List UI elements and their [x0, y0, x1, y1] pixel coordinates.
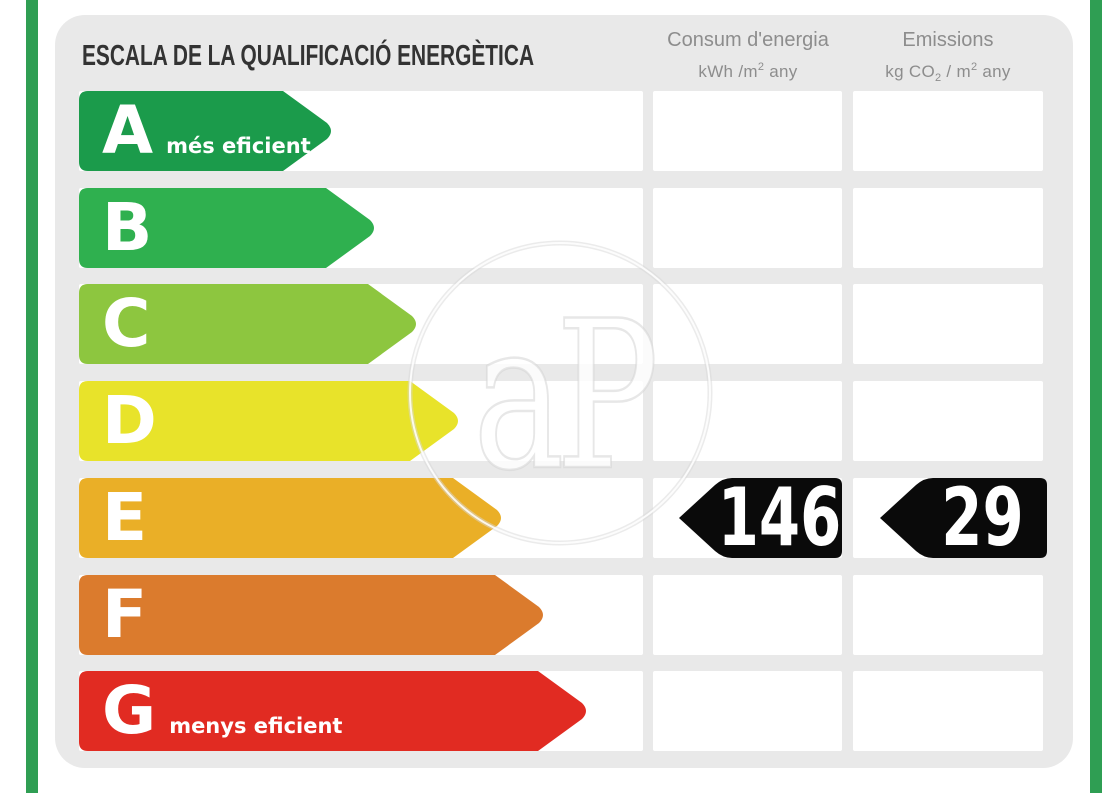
row-A-cell-3 — [853, 91, 1043, 171]
arrow-text: F — [79, 575, 547, 655]
row-G-cell-2 — [653, 671, 842, 751]
panel-title: ESCALA DE LA QUALIFICACIÓ ENERGÈTICA — [82, 40, 535, 72]
row-B-cell-3 — [853, 188, 1043, 268]
rating-letter: C — [102, 285, 151, 362]
emissions-units-mid: / m — [941, 62, 971, 81]
energy-scale-panel: ESCALA DE LA QUALIFICACIÓ ENERGÈTICA Con… — [55, 15, 1073, 768]
emissions-units-sub: 2 — [934, 72, 942, 84]
row-C-cell-2 — [653, 284, 842, 364]
emissions-label: Emissions — [902, 29, 994, 51]
emissions-units-post: any — [977, 62, 1011, 81]
rating-arrow-C: C — [79, 284, 420, 364]
result-badge-emissions: 29 — [878, 478, 1047, 558]
row-D-cell-3 — [853, 381, 1043, 461]
arrow-shape-icon — [79, 671, 586, 751]
row-C-cell-3 — [853, 284, 1043, 364]
column-header-consum: Consum d'energia kWh /m2 any — [623, 28, 873, 82]
result-badge-consum: 146 — [677, 478, 842, 558]
arrow-shape-icon — [79, 284, 416, 364]
emissions-units: kg CO2 / m2 any — [823, 57, 1073, 88]
row-F-cell-3 — [853, 575, 1043, 655]
column-header-emissions: Emissions kg CO2 / m2 any — [823, 28, 1073, 88]
badge-arrow-icon — [880, 478, 1047, 558]
rating-letter: A — [102, 92, 154, 169]
arrow-text: E — [79, 478, 505, 558]
rating-arrow-D: D — [79, 381, 462, 461]
right-green-stripe — [1090, 0, 1102, 793]
row-A-cell-2 — [653, 91, 842, 171]
arrow-text: C — [79, 284, 420, 364]
rating-letter: D — [102, 382, 157, 459]
row-G-cell-3 — [853, 671, 1043, 751]
row-D-cell-2 — [653, 381, 842, 461]
arrow-shape-icon — [79, 188, 374, 268]
row-F-cell-2 — [653, 575, 842, 655]
left-green-stripe — [26, 0, 38, 793]
badge-arrow-icon — [679, 478, 842, 558]
rating-letter: F — [102, 576, 148, 653]
rating-letter: B — [102, 189, 153, 266]
rating-letter: E — [102, 479, 148, 556]
arrow-shape-icon — [79, 91, 331, 171]
rating-letter: G — [102, 672, 157, 749]
rating-arrow-E: E — [79, 478, 505, 558]
rating-arrow-F: F — [79, 575, 547, 655]
emissions-units-sup: 2 — [970, 61, 978, 73]
arrow-text: D — [79, 381, 462, 461]
arrow-shape-icon — [79, 575, 543, 655]
arrow-text: B — [79, 188, 378, 268]
row-B-cell-2 — [653, 188, 842, 268]
result-value-consum: 146 — [717, 471, 842, 564]
consum-label: Consum d'energia — [667, 29, 829, 51]
arrow-shape-icon — [79, 478, 501, 558]
rating-arrow-B: B — [79, 188, 378, 268]
consum-units-pre: kWh /m — [698, 62, 758, 81]
arrow-shape-icon — [79, 381, 458, 461]
rating-note: menys eficient — [169, 714, 343, 738]
consum-units-sup: 2 — [757, 61, 765, 73]
rating-note: més eficient — [166, 134, 311, 158]
result-value-emissions: 29 — [941, 471, 1024, 564]
consum-units: kWh /m2 any — [623, 57, 873, 82]
emissions-units-pre: kg CO — [885, 62, 935, 81]
consum-units-post: any — [764, 62, 798, 81]
